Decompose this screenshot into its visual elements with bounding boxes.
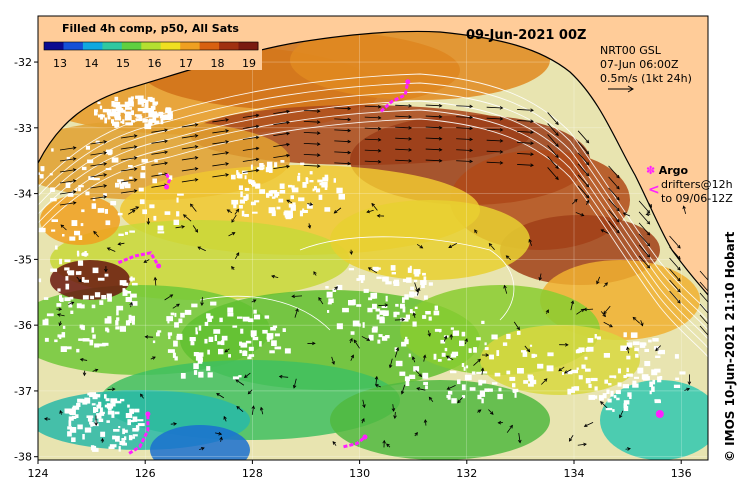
- x-tick-label: 136: [671, 467, 692, 480]
- x-tick-label: 132: [456, 467, 477, 480]
- colorbar-tick: 14: [85, 57, 99, 70]
- scale-arrow: [608, 85, 634, 93]
- drifter-legend-line1: drifters@12h: [661, 178, 733, 191]
- x-tick-label: 130: [349, 467, 370, 480]
- colorbar-swatch: [141, 42, 162, 50]
- product-title: Filled 4h comp, p50, All Sats: [62, 22, 239, 35]
- current-scale: 0.5m/s (1kt 24h): [600, 72, 692, 85]
- plot-frame: [37, 15, 709, 461]
- y-tick-label: -36: [14, 319, 32, 332]
- colorbar-swatch: [199, 42, 220, 50]
- argo-legend: ✽ Argo: [646, 164, 688, 177]
- x-tick-label: 128: [242, 467, 263, 480]
- colorbar-swatch: [238, 42, 259, 50]
- y-tick-label: -37: [14, 385, 32, 398]
- drifter-tracks: [117, 79, 664, 455]
- colorbar-swatch: [219, 42, 240, 50]
- colorbar-swatch: [121, 42, 142, 50]
- drifter-legend-line2: to 09/06-12Z: [661, 192, 733, 205]
- drifter-track: [128, 414, 150, 455]
- credit-text: © IMOS 10-Jun-2021 21:10 Hobart: [723, 231, 737, 462]
- y-tick-label: -32: [14, 56, 32, 69]
- y-tick-label: -33: [14, 122, 32, 135]
- colorbar-tick: 16: [148, 57, 162, 70]
- colorbar: 13 14 15 16 17 18 19: [42, 18, 262, 70]
- drifter-marker-icon: <: [648, 182, 660, 198]
- drifter-track: [379, 81, 410, 113]
- y-tick-label: -34: [14, 188, 32, 201]
- x-tick-label: 126: [135, 467, 156, 480]
- colorbar-tick: 17: [179, 57, 193, 70]
- x-tick-label: 124: [28, 467, 49, 480]
- sst-contours: [38, 73, 708, 358]
- drifter-track: [117, 251, 160, 267]
- drifter-head: [156, 263, 162, 269]
- argo-label: Argo: [658, 164, 689, 177]
- x-tick-label: 134: [564, 467, 585, 480]
- drifter-track: [343, 435, 366, 449]
- argo-float: [655, 410, 664, 418]
- colorbar-tick: 15: [116, 57, 130, 70]
- colorbar-tick: 13: [53, 57, 67, 70]
- current-vectors: [43, 103, 708, 451]
- drifter-head: [362, 434, 368, 440]
- axis-ticks: 124 126 128 130 132 134 136 -32 -33 -34 -35 -36 -37 -…: [14, 56, 692, 480]
- argo-marker-icon: ✽: [646, 164, 656, 177]
- colorbar-swatch: [82, 42, 103, 50]
- colorbar-swatch: [102, 42, 123, 50]
- drifter-head: [145, 411, 151, 417]
- y-tick-label: -35: [14, 253, 32, 266]
- drifter-track: [165, 173, 171, 188]
- y-tick-label: -38: [14, 451, 32, 464]
- colorbar-swatch: [44, 42, 64, 50]
- colorbar-swatch: [180, 42, 201, 50]
- colorbar-swatch: [160, 42, 181, 50]
- colorbar-tick: 19: [242, 57, 256, 70]
- colorbar-tick: 18: [211, 57, 225, 70]
- current-source: NRT00 GSL: [600, 44, 661, 57]
- drifter-head: [405, 79, 411, 85]
- colorbar-swatch: [63, 42, 84, 50]
- drifter-head: [164, 184, 170, 190]
- coastline: [38, 30, 708, 296]
- current-date: 07-Jun 06:00Z: [600, 58, 679, 71]
- date-title: 09-Jun-2021 00Z: [466, 28, 587, 43]
